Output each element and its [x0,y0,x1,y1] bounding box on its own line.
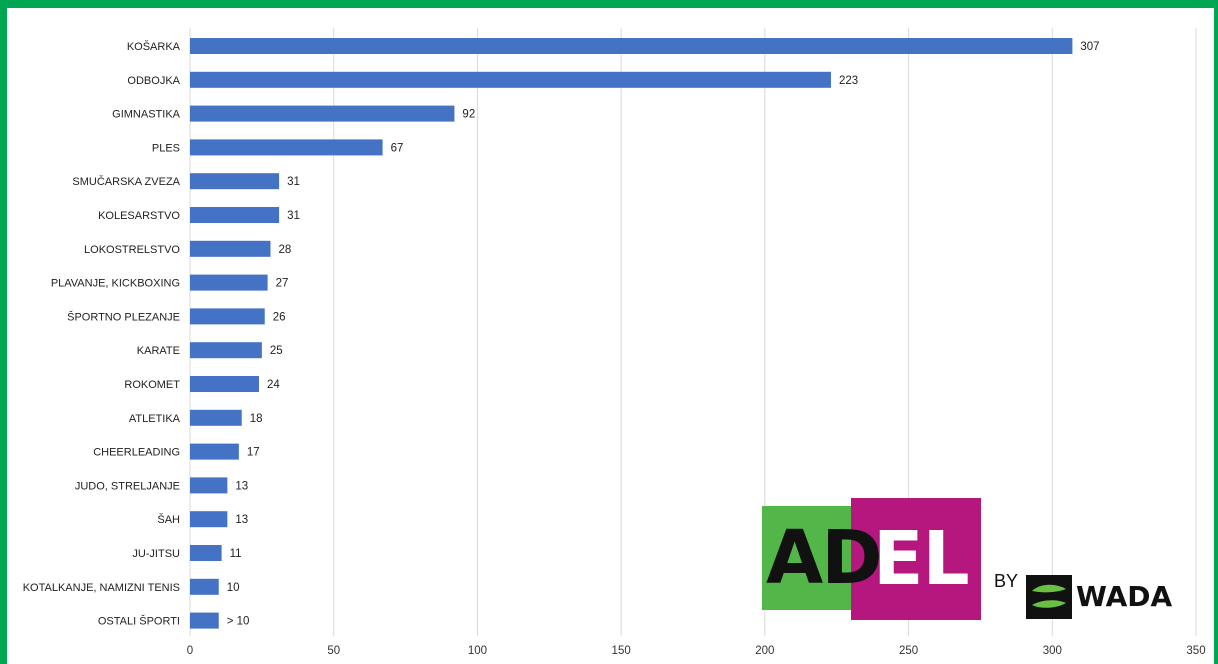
value-label: 13 [235,480,248,492]
bar [190,308,265,325]
bar [190,342,262,359]
x-tick-label: 350 [1186,645,1205,657]
bar [190,477,228,494]
category-label: SMUČARSKA ZVEZA [72,175,180,188]
category-label: ODBOJKA [127,75,180,87]
value-label: 11 [230,548,242,560]
x-tick-label: 200 [755,645,774,657]
category-label: ATLETIKA [129,413,181,425]
value-label: 26 [273,311,286,323]
value-label: 31 [287,210,300,222]
x-tick-label: 0 [187,645,193,657]
gridlines [189,28,1197,636]
logo-by-text: BY [994,571,1019,591]
category-label: KOLESARSTVO [98,210,180,222]
labels: 0 50 100 150 200 250 300 350 KOŠARKA 307 ODBOJKA 22… [23,40,1206,657]
value-label: 24 [267,379,280,391]
category-label: ROKOMET [124,379,180,391]
bars [190,38,1073,629]
bar [190,207,280,223]
category-label: ŠAH [157,513,180,526]
adel-by-wada-logo: EL AD BY WADA [762,498,1172,622]
value-label: 17 [247,447,260,459]
bar [190,511,228,528]
value-label: 28 [278,244,291,256]
bar [190,578,219,595]
value-label: 25 [270,345,283,357]
adel-logo-magenta-block: EL [851,498,981,620]
category-label: CHEERLEADING [93,447,180,459]
wada-wordmark: WADA [1076,580,1173,613]
value-label: 223 [839,75,858,87]
category-label: ŠPORTNO PLEZANJE [67,310,180,323]
bar [190,545,222,561]
category-label: PLAVANJE, KICKBOXING [51,278,180,290]
category-label: KARATE [137,345,180,357]
bar [190,274,268,291]
x-tick-label: 250 [899,645,918,657]
adel-logo-el-text: EL [873,516,970,602]
value-label: 307 [1080,41,1099,53]
x-tick-label: 300 [1043,645,1062,657]
category-label: PLES [152,142,180,154]
value-label: 13 [235,514,248,526]
category-label: JU-JITSU [132,548,180,560]
bar [190,443,239,460]
value-label: 18 [250,413,263,425]
category-label: KOŠARKA [127,40,181,53]
bar [190,139,383,156]
value-label: 92 [462,109,475,121]
bar [190,105,455,122]
category-label: KOTALKANJE, NAMIZNI TENIS [23,582,180,594]
value-label: 27 [276,278,289,290]
value-label: 31 [287,176,300,188]
x-tick-label: 50 [327,645,340,657]
category-label: GIMNASTIKA [112,109,181,121]
x-tick-label: 150 [612,645,631,657]
x-tick-label: 100 [468,645,487,657]
bar [190,376,259,392]
wada-mark-icon [1026,575,1072,619]
category-label: LOKOSTRELSTVO [84,244,180,256]
bar [190,173,280,190]
bar [190,71,831,88]
bar [190,240,271,257]
adel-logo-ad-text: AD [766,515,883,601]
category-label: JUDO, STRELJANJE [75,480,180,492]
value-label: > 10 [227,616,250,628]
bar [190,38,1073,54]
bar [190,409,242,426]
bar [190,612,219,629]
value-label: 10 [227,582,240,594]
value-label: 67 [391,142,404,154]
category-label: OSTALI ŠPORTI [98,615,180,628]
